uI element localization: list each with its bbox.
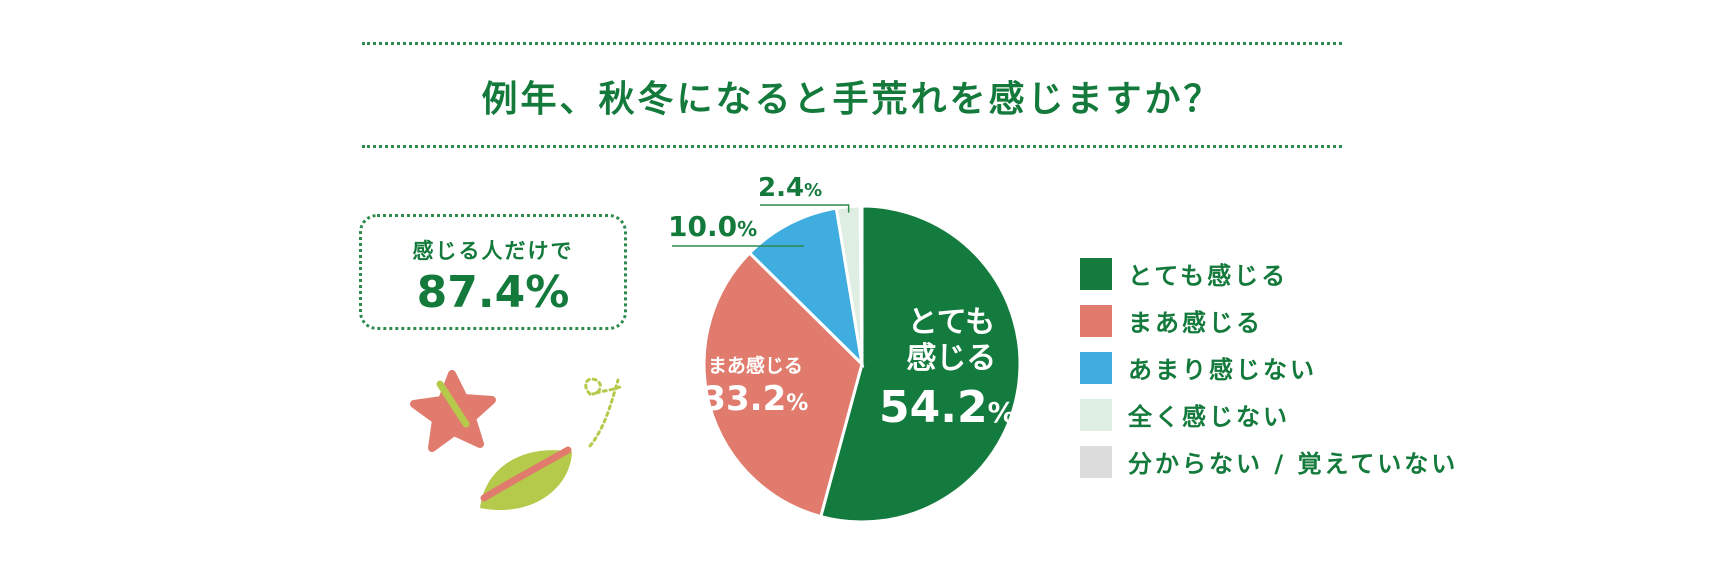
legend-swatch <box>1080 257 1112 290</box>
legend-swatch <box>1080 304 1112 337</box>
legend-item: 全く感じない <box>1080 391 1458 438</box>
legend-label: あまり感じない <box>1128 356 1317 384</box>
legend-item: あまり感じない <box>1080 344 1458 391</box>
autumn-leaves-decoration <box>410 370 624 511</box>
slice-value-label: 33.2% <box>702 379 808 419</box>
legend-swatch <box>1080 445 1112 478</box>
summary-callout: 感じる人だけで 87.4% <box>359 214 627 330</box>
legend: とても感じる まあ感じる あまり感じない 全く感じない 分からない / 覚えてい… <box>1080 250 1458 485</box>
maple-leaf-icon <box>410 370 496 452</box>
legend-item: 分からない / 覚えていない <box>1080 438 1458 485</box>
legend-item: まあ感じる <box>1080 297 1458 344</box>
top-dotted-divider <box>362 42 1342 45</box>
summary-value: 87.4% <box>416 267 570 318</box>
green-leaf-icon <box>480 446 572 511</box>
pie-slice <box>818 204 1022 524</box>
bottom-dotted-divider <box>362 145 1342 148</box>
slice-name-label: まあ感じる <box>708 354 803 377</box>
legend-swatch <box>1080 351 1112 384</box>
legend-label: 分からない / 覚えていない <box>1128 450 1459 478</box>
legend-item: とても感じる <box>1080 250 1458 297</box>
page-title: 例年、秋冬になると手荒れを感じますか？ <box>481 79 1223 120</box>
legend-label: 全く感じない <box>1128 403 1290 431</box>
pie-slice <box>702 250 864 519</box>
slice-value-label: 10.0% <box>668 210 757 243</box>
slice-value-label: 54.2% <box>879 382 1016 433</box>
wind-swirl-icon <box>584 377 624 448</box>
pie-slice <box>858 204 864 365</box>
slice-name-label: 感じる <box>906 341 996 376</box>
slice-value-label: 2.4% <box>758 173 822 203</box>
leader-line <box>760 204 850 213</box>
legend-label: とても感じる <box>1128 262 1289 290</box>
legend-label: まあ感じる <box>1128 309 1263 337</box>
legend-swatch <box>1080 398 1112 431</box>
pie-slice <box>747 206 865 369</box>
slice-name-label: とても <box>908 305 996 340</box>
summary-label: 感じる人だけで <box>412 239 574 263</box>
